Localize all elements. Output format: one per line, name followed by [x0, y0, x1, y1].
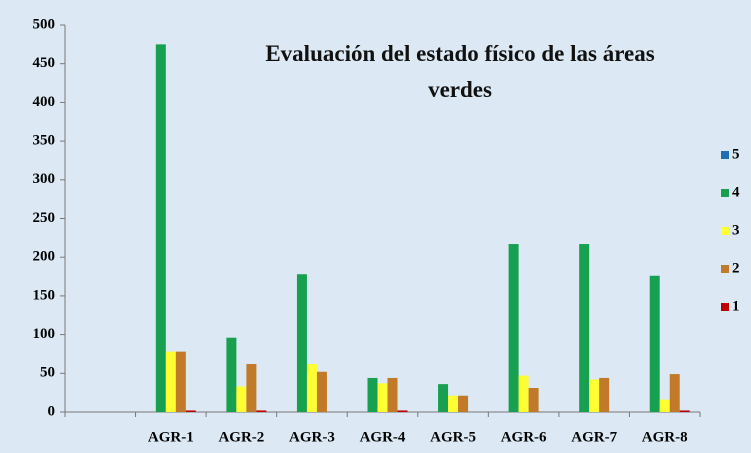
bar: [226, 337, 237, 412]
chart-title: Evaluación del estado físico de las área…: [265, 41, 655, 102]
bar: [246, 364, 257, 412]
bar: [296, 274, 307, 412]
legend-swatch: [721, 265, 729, 273]
bar: [599, 377, 610, 412]
y-tick-label: 0: [48, 403, 56, 419]
y-tick-label: 350: [33, 133, 56, 149]
legend-label: 4: [732, 184, 740, 200]
legend-label: 3: [732, 222, 740, 238]
bar: [448, 395, 459, 412]
y-tick-label: 500: [33, 16, 56, 32]
bar: [377, 383, 388, 412]
legend-label: 1: [732, 298, 740, 314]
legend-swatch: [721, 189, 729, 197]
x-tick-label: AGR-3: [289, 429, 335, 445]
x-tick-label: AGR-5: [430, 429, 476, 445]
bar: [397, 410, 408, 412]
bar: [649, 275, 660, 412]
bar: [185, 410, 196, 412]
y-tick-label: 150: [33, 287, 56, 303]
bar: [367, 377, 378, 412]
bar: [518, 375, 529, 412]
x-tick-label: AGR-2: [218, 429, 264, 445]
bar: [679, 410, 690, 412]
y-tick-label: 300: [33, 171, 56, 187]
y-tick-label: 100: [33, 326, 56, 342]
x-tick-label: AGR-1: [148, 429, 194, 445]
x-tick-label: AGR-8: [642, 429, 688, 445]
x-tick-label: AGR-7: [571, 429, 617, 445]
bar: [155, 44, 166, 412]
bar: [508, 244, 519, 412]
bar: [306, 364, 317, 412]
bar: [165, 351, 176, 412]
bar: [387, 377, 398, 412]
bar: [589, 379, 600, 412]
x-tick-label: AGR-6: [501, 429, 547, 445]
y-tick-label: 450: [33, 55, 56, 71]
legend-swatch: [721, 151, 729, 159]
legend-label: 2: [732, 260, 740, 276]
bar: [659, 399, 670, 412]
bar: [438, 384, 449, 412]
bar: [458, 395, 469, 412]
x-tick-label: AGR-4: [360, 429, 406, 445]
bar: [528, 388, 539, 412]
bar: [175, 351, 186, 412]
legend-swatch: [721, 227, 729, 235]
y-tick-label: 400: [33, 94, 56, 110]
bar: [256, 410, 267, 412]
bar: [316, 371, 327, 412]
y-tick-label: 200: [33, 249, 56, 265]
legend-label: 5: [732, 146, 740, 162]
y-tick-label: 250: [33, 210, 56, 226]
legend-swatch: [721, 303, 729, 311]
bar: [669, 374, 680, 412]
y-tick-label: 50: [40, 365, 55, 381]
bar: [236, 386, 247, 412]
bar: [579, 244, 590, 412]
